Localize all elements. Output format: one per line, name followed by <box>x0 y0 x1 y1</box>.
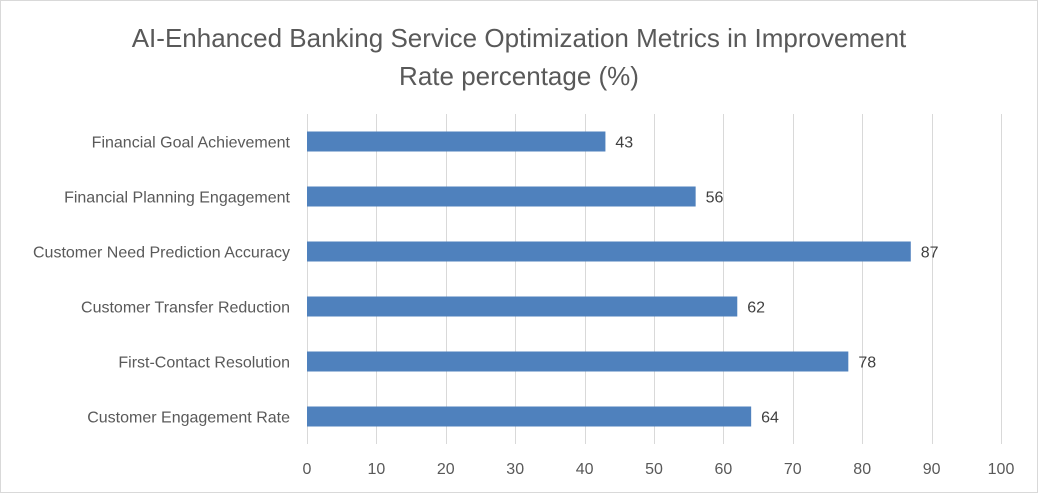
x-tick-label: 90 <box>923 461 941 478</box>
x-tick-label: 70 <box>784 461 802 478</box>
chart-title: AI-Enhanced Banking Service Optimization… <box>1 19 1037 95</box>
bar <box>307 351 849 372</box>
category-label: Customer Engagement Rate <box>87 410 290 427</box>
x-tick-label: 20 <box>437 461 455 478</box>
chart-title-line-2: Rate percentage (%) <box>399 61 639 91</box>
x-tick-label: 0 <box>303 461 312 478</box>
x-tick-label: 60 <box>715 461 733 478</box>
category-label: Customer Need Prediction Accuracy <box>33 245 290 262</box>
x-tick-label: 40 <box>576 461 594 478</box>
bar <box>307 406 752 427</box>
x-tick-label: 80 <box>853 461 871 478</box>
data-label: 78 <box>858 355 876 372</box>
x-tick-label: 100 <box>988 461 1015 478</box>
data-label: 56 <box>706 190 724 207</box>
data-label: 62 <box>747 300 765 317</box>
category-label: Customer Transfer Reduction <box>81 300 290 317</box>
bar <box>307 131 606 152</box>
data-label: 43 <box>615 135 633 152</box>
data-label: 87 <box>921 245 939 262</box>
x-tick-label: 50 <box>645 461 663 478</box>
category-label: Financial Planning Engagement <box>64 190 290 207</box>
bar <box>307 296 738 317</box>
bar <box>307 186 696 207</box>
x-tick-label: 30 <box>506 461 524 478</box>
category-label: Financial Goal Achievement <box>92 135 291 152</box>
bar <box>307 241 911 262</box>
chart-title-line-1: AI-Enhanced Banking Service Optimization… <box>131 23 907 53</box>
category-label: First-Contact Resolution <box>118 355 290 372</box>
x-tick-label: 10 <box>368 461 386 478</box>
data-label: 64 <box>761 410 779 427</box>
